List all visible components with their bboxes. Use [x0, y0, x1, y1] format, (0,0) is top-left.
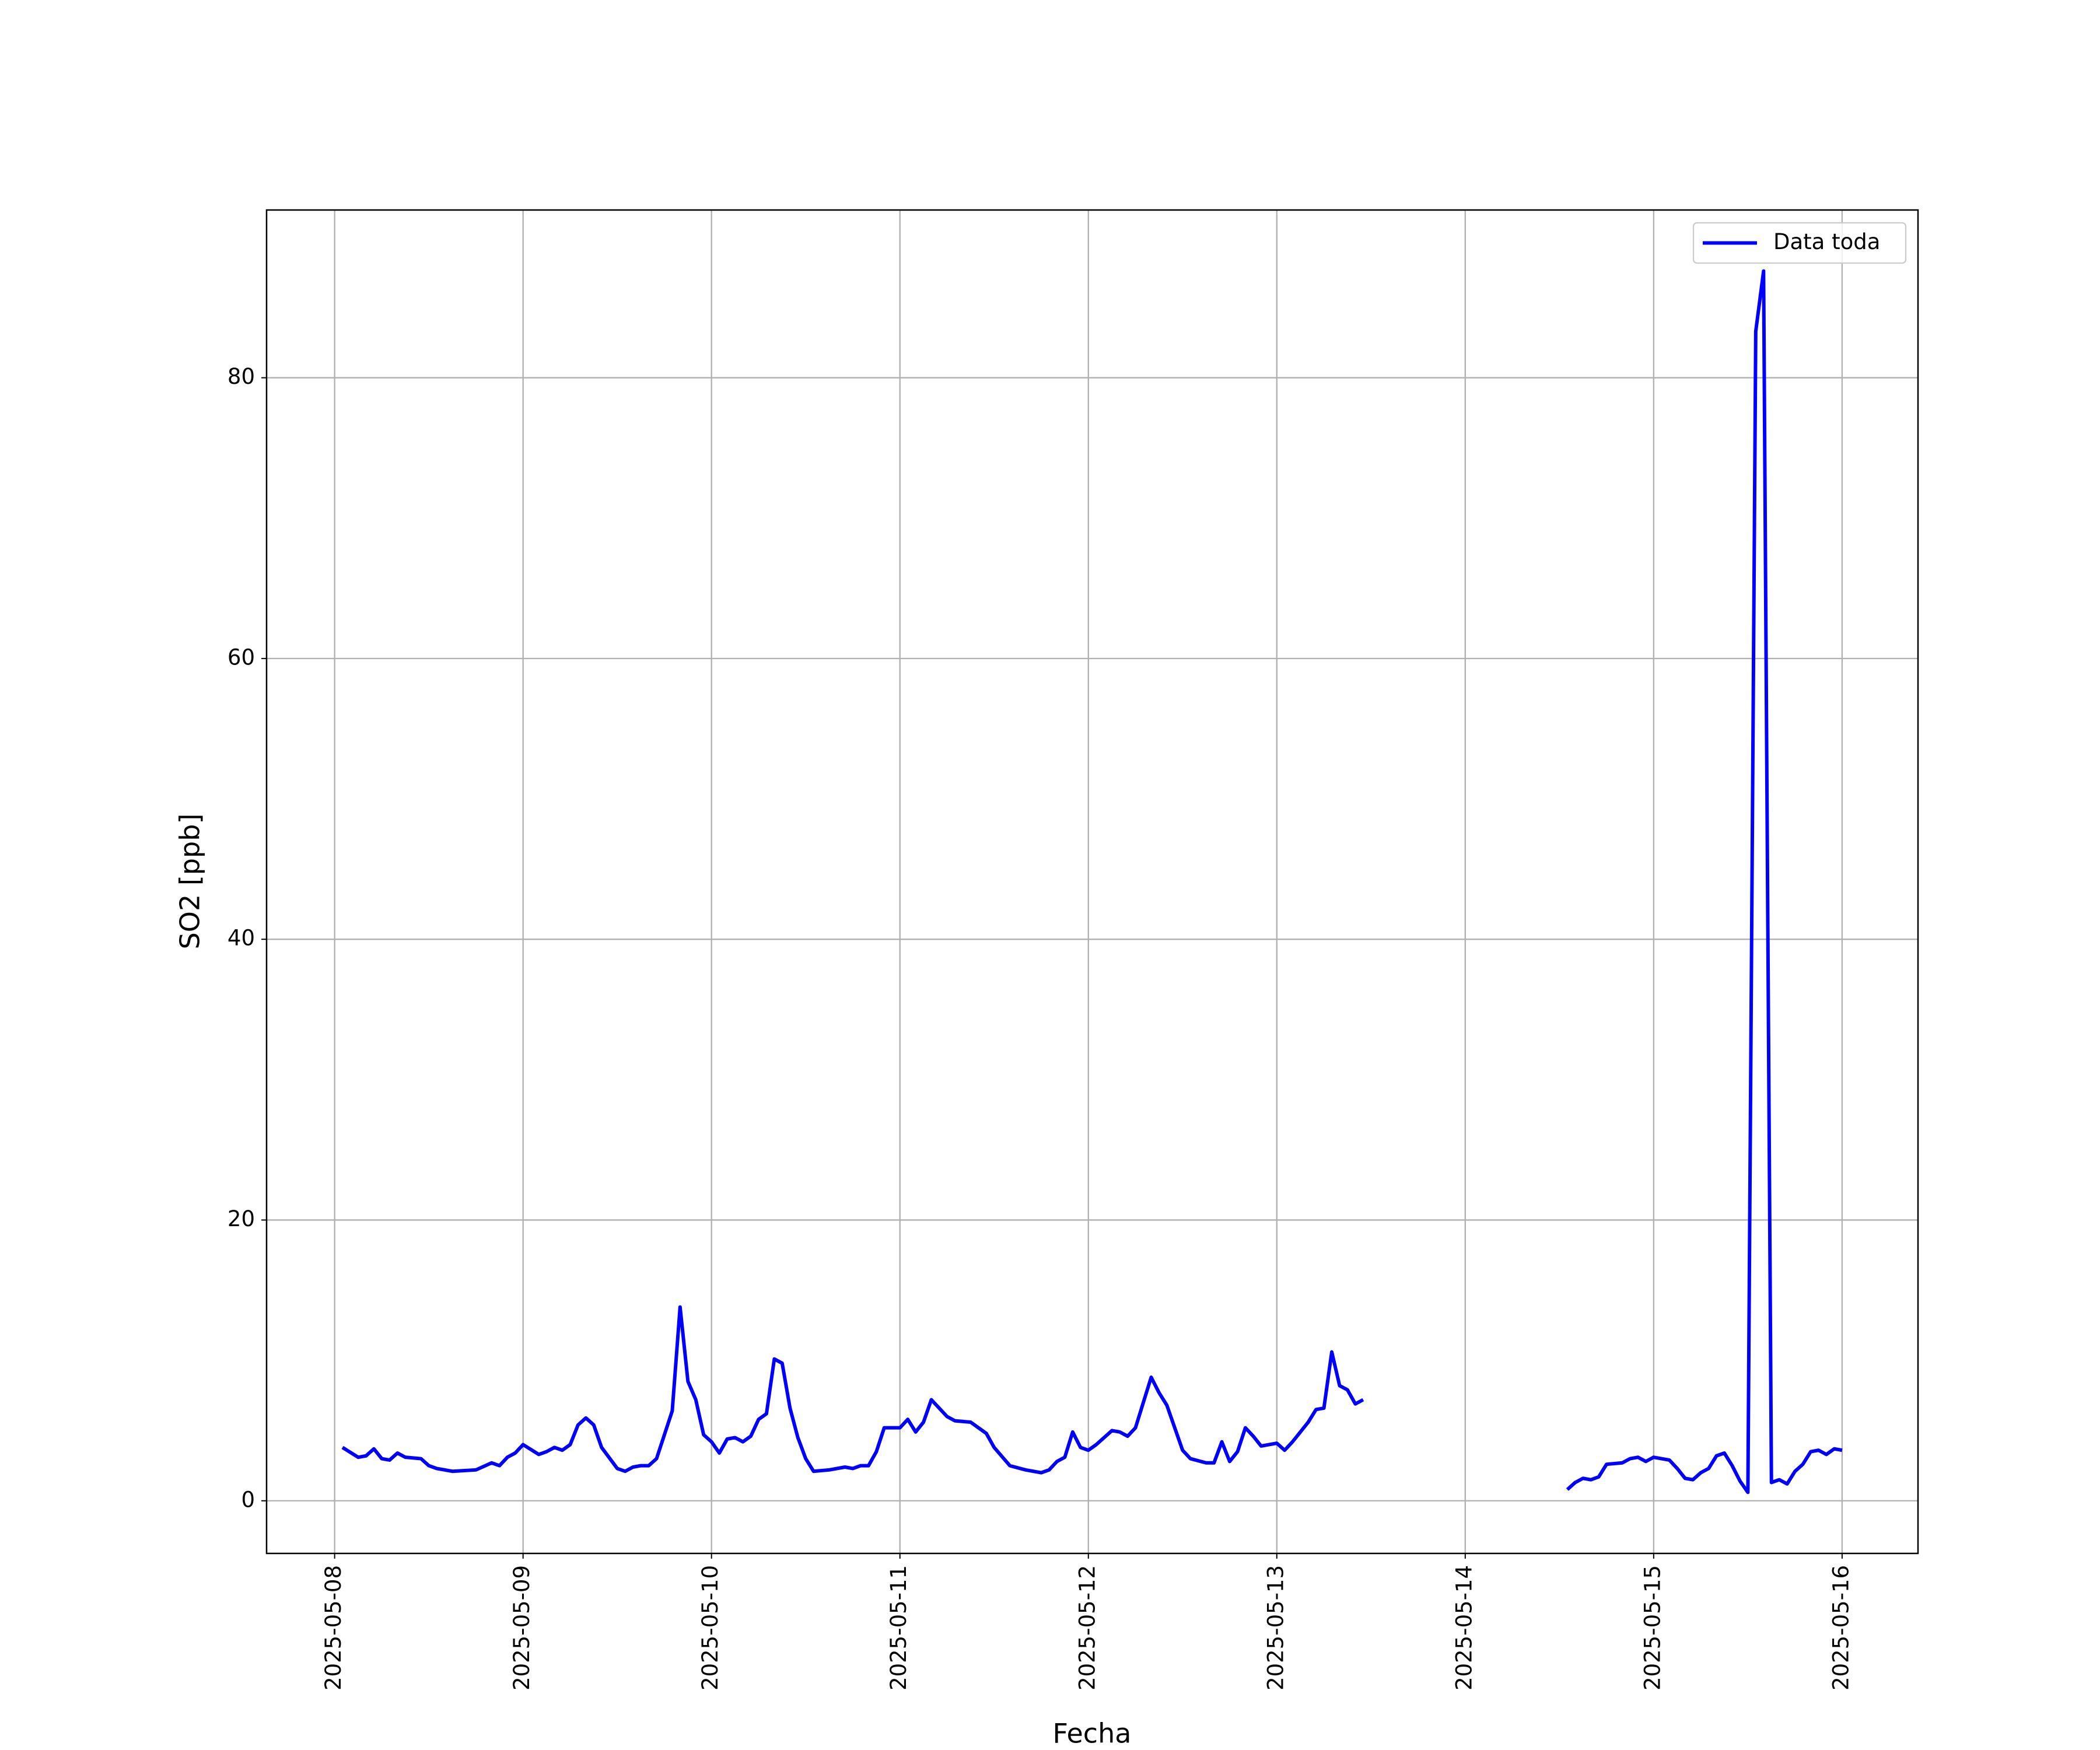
y-tick-label: 20	[228, 1206, 255, 1231]
x-tick-label: 2025-05-08	[321, 1565, 346, 1690]
x-tick-label: 2025-05-10	[698, 1565, 723, 1690]
x-axis-label: Fecha	[1053, 1718, 1132, 1749]
grid-layer	[267, 210, 1918, 1553]
x-tick-label: 2025-05-16	[1828, 1565, 1853, 1690]
x-tick-label: 2025-05-15	[1640, 1565, 1665, 1690]
y-axis-label: SO2 [ppb]	[174, 814, 206, 950]
y-tick-label: 0	[241, 1487, 255, 1512]
data-layer	[341, 269, 1843, 1494]
y-tick-label: 60	[228, 645, 255, 670]
x-tick-label: 2025-05-12	[1074, 1565, 1100, 1690]
y-tick-label: 40	[228, 926, 255, 951]
x-tick-label: 2025-05-13	[1263, 1565, 1288, 1690]
data-line	[341, 269, 1843, 1494]
legend: Data toda	[1692, 222, 1907, 264]
legend-label: Data toda	[1773, 229, 1880, 254]
x-tick-label: 2025-05-14	[1451, 1565, 1476, 1690]
plot-frame	[265, 209, 1919, 1555]
legend-box	[1692, 222, 1907, 264]
x-tick-label: 2025-05-09	[509, 1565, 534, 1690]
x-tick-label: 2025-05-11	[886, 1565, 911, 1690]
y-tick-label: 80	[228, 364, 255, 389]
